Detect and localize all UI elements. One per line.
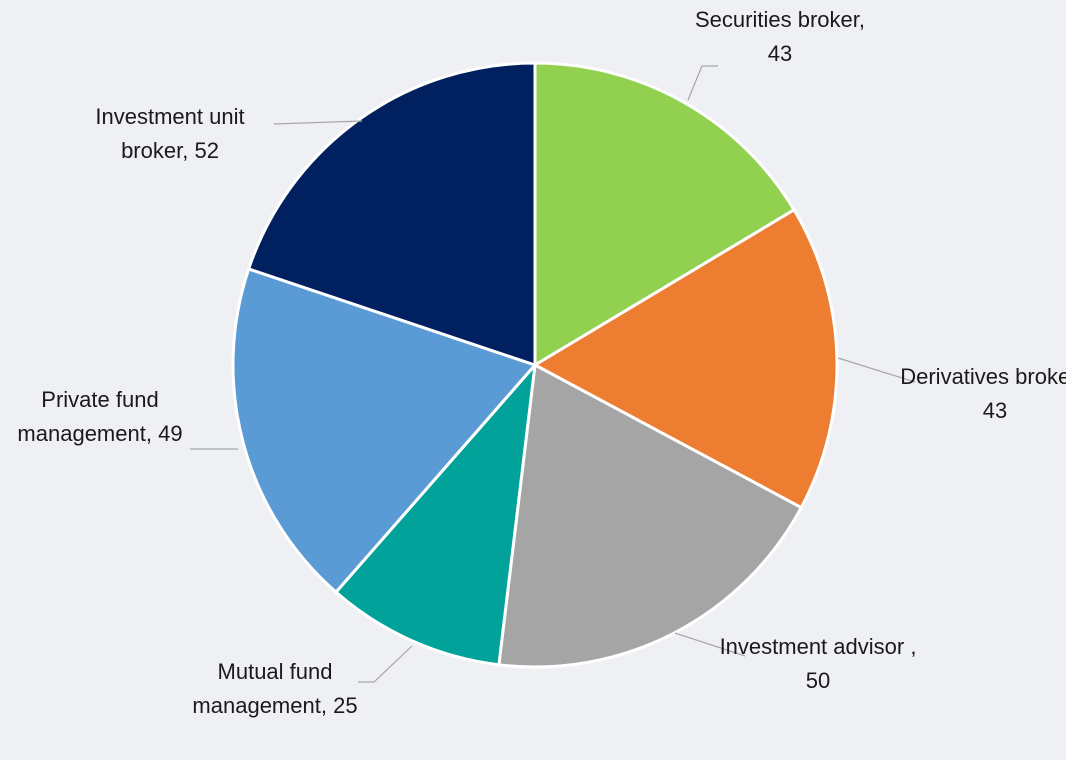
data-label: Derivatives broker , 43 <box>900 360 1066 428</box>
leader-line <box>837 357 916 383</box>
label-separator: , <box>182 138 195 163</box>
pie-slice <box>533 208 839 510</box>
category-name: Mutual fund management <box>192 659 333 718</box>
category-name: Investment advisor <box>719 634 911 659</box>
category-name: Derivatives broker <box>900 364 1066 389</box>
category-name: Investment unit broker <box>95 104 245 163</box>
data-label: Securities broker, 43 <box>680 3 880 71</box>
leader-line <box>674 632 746 657</box>
data-label: Mutual fund management, 25 <box>175 655 375 723</box>
pie-slice <box>247 61 537 367</box>
label-separator: , <box>145 421 159 446</box>
category-name: Private fund management <box>17 387 159 446</box>
pie-slice <box>231 267 537 594</box>
pie-slice <box>334 363 537 667</box>
value-label: 52 <box>194 138 219 163</box>
leader-line <box>687 65 718 101</box>
category-name: Securities broker <box>695 7 859 32</box>
label-separator: , <box>910 634 917 659</box>
leader-line <box>358 645 413 683</box>
data-label: Investment unit broker, 52 <box>60 100 280 168</box>
pie-slice <box>533 61 796 367</box>
value-label: 43 <box>982 398 1008 423</box>
value-label: 43 <box>767 41 793 66</box>
label-separator: , <box>858 7 865 32</box>
data-label: Investment advisor , 50 <box>718 630 918 698</box>
value-label: 25 <box>333 693 358 718</box>
value-label: 49 <box>158 421 183 446</box>
data-label: Private fund management, 49 <box>0 383 200 451</box>
label-separator: , <box>320 693 334 718</box>
value-label: 50 <box>805 668 831 693</box>
leader-line <box>273 120 363 125</box>
pie-slice <box>497 363 803 669</box>
